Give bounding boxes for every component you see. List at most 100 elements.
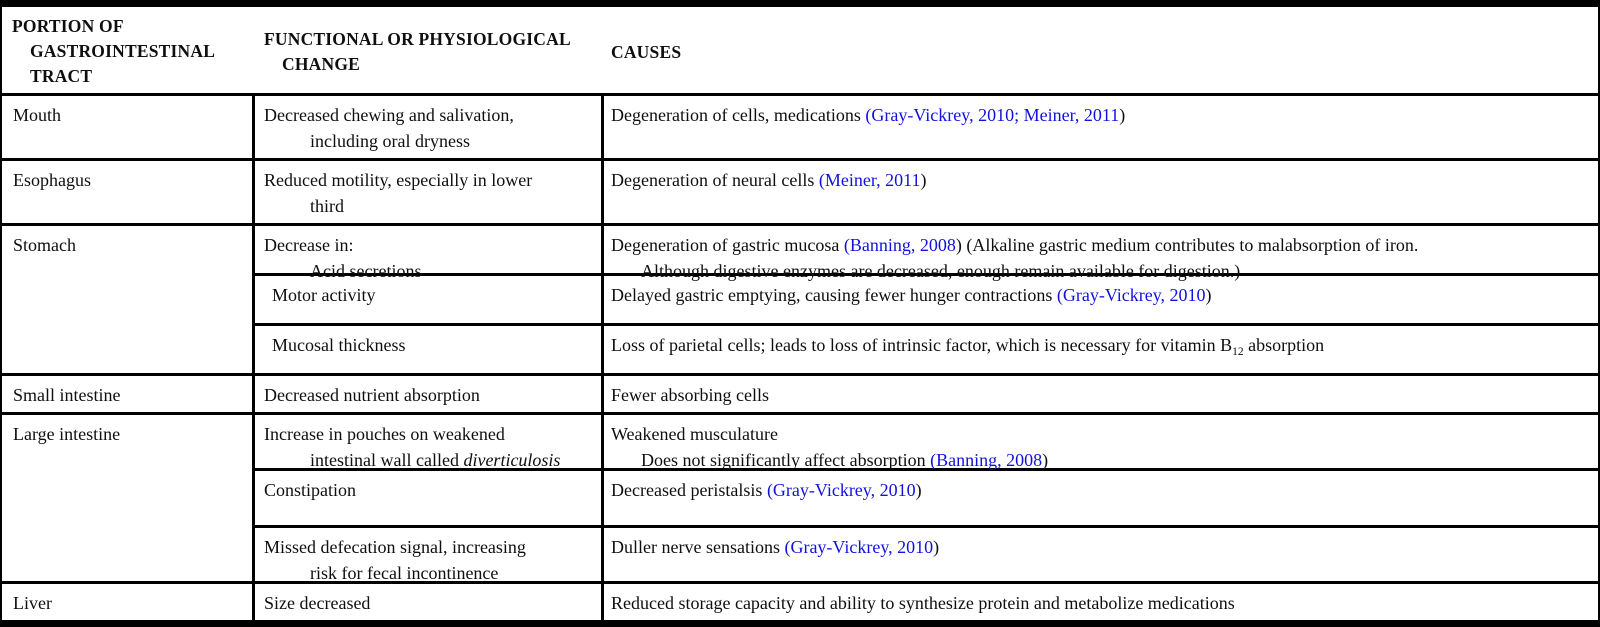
- text-line: Reduced motility, especially in lower: [264, 167, 595, 193]
- portion-label: Stomach: [13, 235, 76, 255]
- text-segment: FUNCTIONAL OR PHYSIOLOGICAL: [264, 29, 571, 49]
- header-causes: CAUSES: [604, 7, 1598, 93]
- text-line: Decreased peristalsis (Gray-Vickrey, 201…: [611, 477, 1590, 503]
- text-line: Constipation: [264, 477, 595, 503]
- portion-label: Esophagus: [13, 170, 91, 190]
- table-row: Motor activity Delayed gastric emptying, …: [255, 276, 1598, 326]
- text-line: intestinal wall called diverticulosis: [264, 447, 595, 473]
- cause-cell: Degeneration of cells, medications (Gray…: [604, 96, 1598, 158]
- citation-link[interactable]: (Banning, 2008: [843, 235, 956, 255]
- text-segment: Although digestive enzymes are decreased…: [641, 261, 1241, 281]
- text-line: Decreased nutrient absorption: [264, 382, 595, 408]
- citation-link[interactable]: Meiner, 2011: [1023, 105, 1120, 125]
- text-line: Degeneration of gastric mucosa (Banning,…: [611, 232, 1590, 258]
- row-group: Liver Size decreased Reduced storage capac…: [2, 584, 1598, 620]
- subscript-text: 12: [1232, 346, 1244, 358]
- sub-rows: Decreased nutrient absorption Fewer absor…: [255, 376, 1598, 412]
- text-segment: Does not significantly affect absorption: [641, 450, 931, 470]
- change-cell: Decreased chewing and salivation, includi…: [255, 96, 604, 158]
- text-segment: third: [310, 196, 344, 216]
- cause-cell: Weakened musculature Does not significant…: [604, 415, 1598, 470]
- citation-link[interactable]: (Gray-Vickrey, 2010;: [865, 105, 1020, 125]
- citation-link[interactable]: (Meiner, 2011: [818, 170, 921, 190]
- table-row: Decreased nutrient absorption Fewer absor…: [255, 376, 1598, 412]
- row-group: Mouth Decreased chewing and salivation, in…: [2, 96, 1598, 161]
- row-group: Esophagus Reduced motility, especially in…: [2, 161, 1598, 226]
- text-line: Acid secretions: [264, 258, 595, 284]
- change-cell: Motor activity: [255, 276, 604, 323]
- change-cell: Constipation: [255, 471, 604, 525]
- text-segment: Increase in pouches on weakened: [264, 424, 505, 444]
- text-line: Mucosal thickness: [272, 332, 595, 358]
- sub-rows: Reduced motility, especially in lower thi…: [255, 161, 1598, 223]
- citation-link[interactable]: (Gray-Vickrey, 2010: [784, 536, 934, 557]
- text-line: Decreased chewing and salivation,: [264, 102, 595, 128]
- change-cell: Mucosal thickness: [255, 326, 604, 373]
- sub-rows: Size decreased Reduced storage capacity a…: [255, 584, 1598, 620]
- text-line: PORTION OF: [12, 14, 251, 39]
- table-row: Size decreased Reduced storage capacity a…: [255, 584, 1598, 620]
- text-segment: Constipation: [264, 480, 357, 501]
- text-segment: Reduced storage capacity and ability to …: [611, 593, 1235, 613]
- cause-cell: Delayed gastric emptying, causing fewer …: [604, 276, 1598, 323]
- text-line: Degeneration of neural cells (Meiner, 20…: [611, 167, 1590, 193]
- header-portion-of-gi-tract: PORTION OF GASTROINTESTINAL TRACT: [2, 7, 255, 93]
- text-segment: Degeneration of cells, medications: [611, 105, 866, 125]
- table-header: PORTION OF GASTROINTESTINAL TRACT FUNCTION…: [2, 7, 1598, 96]
- text-line: GASTROINTESTINAL: [12, 39, 251, 64]
- change-cell: Increase in pouches on weakened intestina…: [255, 415, 604, 470]
- text-segment: ) (Alkaline gastric medium contributes t…: [955, 235, 1419, 255]
- text-line: Duller nerve sensations (Gray-Vickrey, 2…: [611, 534, 1590, 560]
- row-group: Small intestine Decreased nutrient absorp…: [2, 376, 1598, 415]
- text-segment: Reduced motility, especially in lower: [264, 170, 533, 190]
- cause-cell: Loss of parietal cells; leads to loss of…: [604, 326, 1598, 373]
- change-cell: Reduced motility, especially in lower thi…: [255, 161, 604, 223]
- portion-cell: Esophagus: [2, 161, 255, 223]
- text-segment: ): [920, 170, 927, 190]
- text-line: Increase in pouches on weakened: [264, 421, 595, 447]
- text-line: Missed defecation signal, increasing: [264, 534, 595, 560]
- header-functional-change: FUNCTIONAL OR PHYSIOLOGICAL CHANGE: [255, 7, 604, 93]
- text-line: Size decreased: [264, 590, 595, 616]
- table-row: Decrease in: Acid secretions Degeneration …: [255, 226, 1598, 281]
- text-line: Motor activity: [272, 282, 595, 308]
- text-line: CAUSES: [611, 40, 1594, 65]
- text-segment: TRACT: [30, 66, 93, 86]
- text-segment: Decreased nutrient absorption: [264, 385, 480, 405]
- text-line: CHANGE: [264, 52, 600, 77]
- row-group: Large intestine Increase in pouches on we…: [2, 415, 1598, 584]
- text-segment: PORTION OF: [12, 16, 124, 36]
- citation-link[interactable]: (Banning, 2008: [930, 450, 1043, 470]
- text-segment: Weakened musculature: [611, 424, 778, 444]
- text-segment: including oral dryness: [310, 131, 470, 151]
- portion-label: Large intestine: [13, 424, 121, 444]
- text-segment: Delayed gastric emptying, causing fewer …: [611, 285, 1057, 305]
- portion-label: Mouth: [13, 105, 62, 125]
- text-line: Fewer absorbing cells: [611, 382, 1590, 408]
- text-line: FUNCTIONAL OR PHYSIOLOGICAL: [264, 27, 600, 52]
- text-line: Decrease in:: [264, 232, 595, 258]
- table-row: Reduced motility, especially in lower thi…: [255, 161, 1598, 223]
- text-line: Reduced storage capacity and ability to …: [611, 590, 1590, 616]
- text-segment: CAUSES: [611, 42, 682, 62]
- cause-cell: Degeneration of neural cells (Meiner, 20…: [604, 161, 1598, 223]
- text-line: third: [264, 193, 595, 219]
- text-segment: intestinal wall called: [310, 450, 464, 470]
- cause-cell: Reduced storage capacity and ability to …: [604, 584, 1598, 620]
- text-segment: risk for fecal incontinence: [310, 562, 499, 583]
- text-segment: Missed defecation signal, increasing: [264, 536, 526, 557]
- sub-rows: Decrease in: Acid secretions Degeneration …: [255, 226, 1598, 373]
- table-row: Mucosal thickness Loss of parietal cells;…: [255, 326, 1598, 373]
- text-segment: Acid secretions: [310, 261, 422, 281]
- text-segment: Size decreased: [264, 593, 371, 613]
- text-segment: CHANGE: [282, 54, 361, 74]
- citation-link[interactable]: (Gray-Vickrey, 2010: [766, 480, 916, 501]
- change-cell: Decreased nutrient absorption: [255, 376, 604, 412]
- text-segment: Decrease in:: [264, 235, 354, 255]
- portion-cell: Mouth: [2, 96, 255, 158]
- citation-link[interactable]: (Gray-Vickrey, 2010: [1056, 285, 1206, 305]
- portion-cell: Large intestine: [2, 415, 255, 581]
- text-line: Although digestive enzymes are decreased…: [611, 258, 1590, 284]
- table-row: Increase in pouches on weakened intestina…: [255, 415, 1598, 472]
- text-segment: ): [933, 536, 940, 557]
